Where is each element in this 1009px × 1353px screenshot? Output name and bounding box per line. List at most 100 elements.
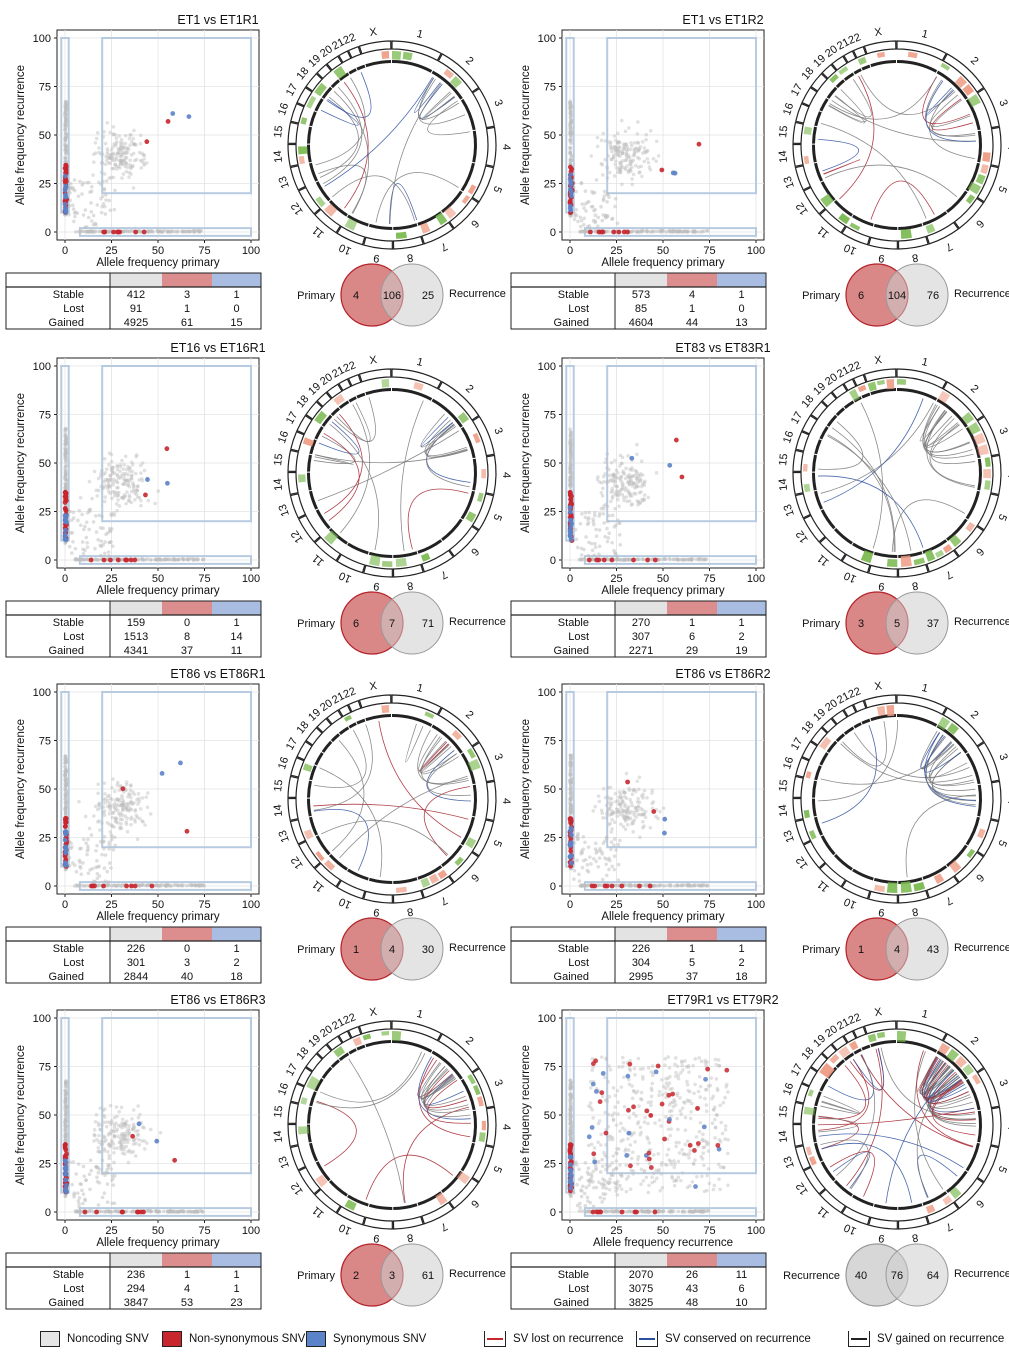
snv-point [94, 848, 98, 853]
chromosome-band [471, 165, 495, 203]
y-axis-label: Allele frequency recurrence [15, 65, 27, 205]
chromosome-band [867, 564, 898, 578]
snv-point [118, 826, 123, 831]
snv-point [126, 477, 130, 482]
chromosome-band [471, 819, 495, 857]
snv-point [607, 807, 612, 811]
sv-link [340, 404, 371, 534]
chromosome-label: X [369, 354, 379, 367]
snv-point [601, 131, 606, 136]
chromosome-inner-band [338, 726, 350, 735]
table-cell: 1 [738, 943, 744, 955]
chromosome-inner-band [472, 130, 477, 163]
sv-link [324, 77, 433, 187]
snv-point [641, 819, 645, 824]
snv-point [615, 141, 620, 146]
snv-point [623, 158, 628, 163]
snv-point [119, 137, 124, 142]
snv-point [102, 551, 107, 556]
cnv-loss [983, 468, 991, 479]
snv-point [106, 550, 111, 554]
chromosome-inner-band [820, 181, 836, 202]
chromosome-inner-band [368, 877, 393, 884]
snv-point [128, 788, 133, 793]
snv-point [81, 1201, 85, 1206]
snv-point [106, 155, 111, 159]
snv-point [667, 462, 673, 468]
venn-left-label: Primary [802, 290, 840, 302]
snv-point [699, 557, 704, 561]
chromosome-band [362, 564, 393, 578]
y-axis-label: Allele frequency recurrence [520, 65, 532, 205]
snv-point [136, 1121, 142, 1127]
snv-point [131, 1127, 135, 1132]
snv-point [111, 777, 115, 781]
snv-point [137, 478, 142, 482]
snv-point [621, 229, 627, 235]
snv-point [63, 764, 68, 769]
snv-point [80, 192, 84, 196]
snv-point [142, 163, 147, 167]
snv-point [568, 105, 572, 110]
y-tick-label: 50 [544, 784, 556, 796]
chromosome-inner-band [365, 714, 392, 722]
snv-point [618, 145, 622, 150]
chromosome-inner-band [314, 98, 324, 112]
snv-point [593, 841, 598, 846]
snv-point [138, 1112, 142, 1117]
snv-point [92, 160, 96, 164]
snv-point [71, 510, 76, 515]
snv-point [609, 557, 615, 563]
snv-point [94, 136, 99, 141]
x-tick-label: 0 [567, 899, 573, 911]
snv-point [607, 513, 611, 518]
snv-point [113, 133, 118, 137]
snv-point [63, 469, 68, 474]
snv-point [125, 150, 130, 155]
snv-point [630, 822, 634, 826]
table-cell: 13 [735, 317, 747, 329]
snv-point [681, 230, 685, 234]
snv-point [121, 162, 125, 167]
snv-point [623, 129, 628, 134]
snv-point [130, 139, 134, 144]
y-tick-label: 0 [550, 881, 556, 893]
snv-point [77, 799, 81, 804]
snv-point [614, 883, 618, 888]
snv-point [129, 883, 134, 889]
chromosome-label: 7 [438, 894, 449, 907]
snv-point [137, 796, 141, 801]
snv-point [193, 883, 198, 888]
snv-point [63, 800, 68, 805]
snv-point [111, 1183, 116, 1187]
y-tick-label: 50 [544, 130, 556, 142]
snv-point [70, 845, 74, 849]
snv-point [78, 179, 82, 184]
chromosome-label: 16 [781, 429, 796, 444]
sv-link [929, 748, 968, 779]
snv-point [72, 1192, 76, 1197]
chromosome-label: 13 [782, 828, 797, 844]
cnv-gain [402, 51, 413, 61]
snv-point [88, 1158, 93, 1163]
snv-point [605, 452, 610, 456]
snv-point [117, 147, 121, 151]
snv-point [675, 883, 680, 888]
snv-point [140, 796, 145, 800]
snv-point [629, 479, 633, 483]
chromosome-band [392, 1215, 424, 1230]
snv-point [77, 508, 82, 513]
chromosome-inner-band [897, 388, 938, 401]
snv-point [98, 1127, 103, 1132]
chromosome-inner-band [977, 130, 983, 163]
chromosome-band [841, 225, 871, 246]
snv-point [103, 204, 107, 209]
snv-point [617, 140, 621, 144]
snv-point [68, 198, 73, 203]
snv-point [622, 498, 626, 503]
snv-point [119, 152, 123, 157]
chromosome-inner-band [873, 223, 898, 230]
chromosome-band [391, 40, 442, 62]
snv-point [101, 179, 105, 184]
cnv-gain [420, 552, 431, 562]
